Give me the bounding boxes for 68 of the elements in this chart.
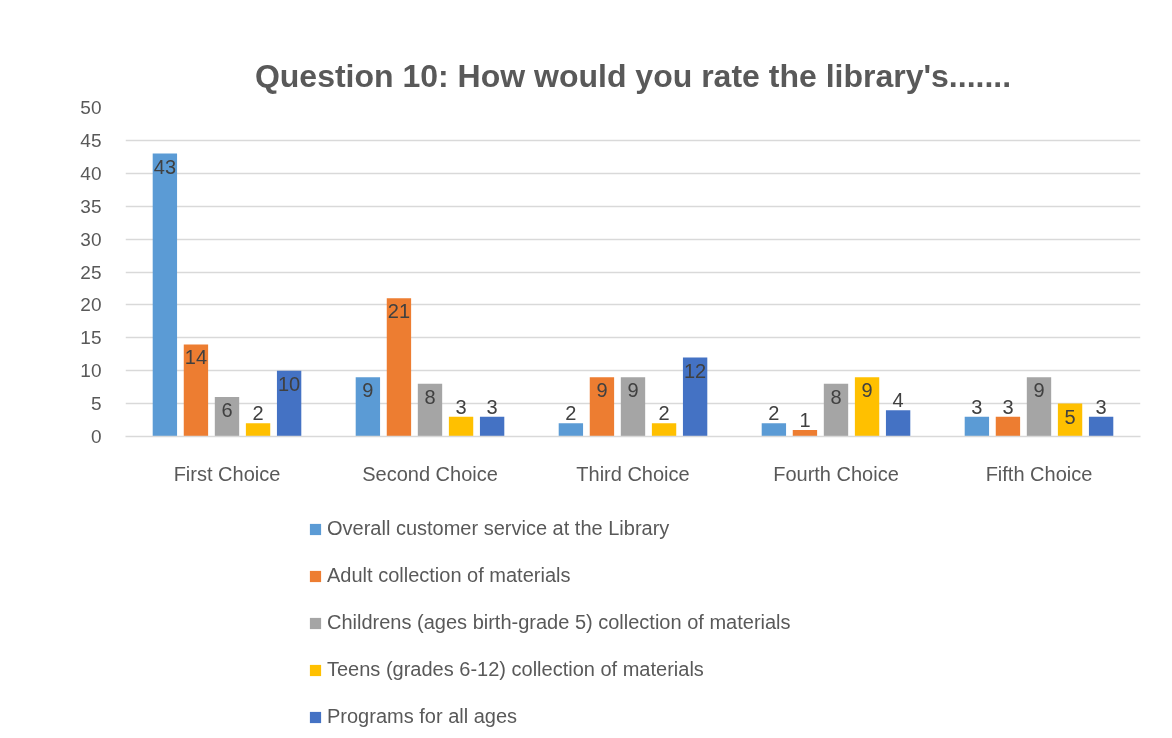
bar: [183, 344, 209, 437]
bar: [792, 429, 818, 437]
data-label: 2: [658, 402, 670, 425]
y-tick-label: 5: [90, 393, 102, 415]
bar: [448, 416, 474, 437]
y-tick-label: 40: [80, 162, 102, 184]
bar: [995, 416, 1021, 437]
bar: [355, 377, 381, 437]
data-label: 1: [799, 408, 811, 431]
legend-label: Programs for all ages: [327, 705, 518, 728]
y-tick-label: 15: [80, 327, 102, 349]
y-tick-label: 45: [80, 129, 102, 151]
data-label: 43: [153, 155, 177, 178]
data-label: 9: [1033, 379, 1045, 402]
data-label: 3: [971, 395, 983, 418]
bar: [620, 377, 646, 437]
y-tick-label: 10: [80, 360, 102, 382]
bar: [245, 423, 271, 437]
data-label: 9: [362, 379, 374, 402]
data-label: 2: [768, 402, 780, 425]
data-label: 3: [1002, 395, 1014, 418]
data-label: 2: [252, 402, 264, 425]
data-label: 14: [184, 346, 208, 369]
x-tick-label: First Choice: [173, 462, 281, 485]
data-label: 3: [486, 395, 498, 418]
y-tick-label: 0: [90, 426, 102, 447]
data-label: 2: [565, 402, 577, 425]
y-tick-label: 35: [80, 195, 102, 217]
data-label: 3: [455, 395, 467, 418]
bar: [1088, 416, 1114, 437]
bar: [761, 423, 787, 437]
bar: [854, 377, 880, 437]
bar: [682, 357, 708, 437]
data-label: 21: [387, 300, 411, 323]
legend-label: Overall customer service at the Library: [327, 517, 670, 540]
x-tick-label: Fourth Choice: [773, 462, 899, 485]
x-tick-label: Third Choice: [576, 462, 690, 485]
y-tick-label: 25: [80, 261, 102, 283]
chart-title: Question 10: How would you rate the library's.......: [254, 57, 1012, 94]
data-label: 9: [861, 379, 873, 402]
y-tick-label: 30: [80, 228, 102, 250]
y-tick-label: 20: [80, 294, 102, 316]
x-tick-label: Fifth Choice: [985, 462, 1093, 485]
bar: [386, 298, 412, 437]
legend-label: Childrens (ages birth-grade 5) collection of materials: [327, 611, 791, 634]
bar: [417, 383, 443, 437]
data-label: 4: [892, 389, 904, 412]
bar: [558, 423, 584, 437]
legend-label: Teens (grades 6-12) collection of materials: [327, 658, 704, 681]
bar: [1026, 377, 1052, 437]
data-label: 6: [221, 399, 233, 422]
data-label: 5: [1064, 405, 1076, 428]
bar: [152, 153, 178, 437]
data-label: 10: [277, 372, 301, 395]
bar: [964, 416, 990, 437]
data-label: 9: [596, 379, 608, 402]
bar: [885, 410, 911, 437]
data-label: 3: [1095, 395, 1107, 418]
data-label: 12: [683, 359, 707, 382]
data-label: 8: [424, 385, 436, 408]
legend-label: Adult collection of materials: [327, 564, 571, 587]
y-tick-label: 50: [80, 97, 102, 118]
bar: [589, 377, 615, 437]
data-label: 8: [830, 385, 842, 408]
x-tick-label: Second Choice: [362, 462, 498, 485]
bar: [479, 416, 505, 437]
data-label: 9: [627, 379, 639, 402]
bar: [651, 423, 677, 437]
